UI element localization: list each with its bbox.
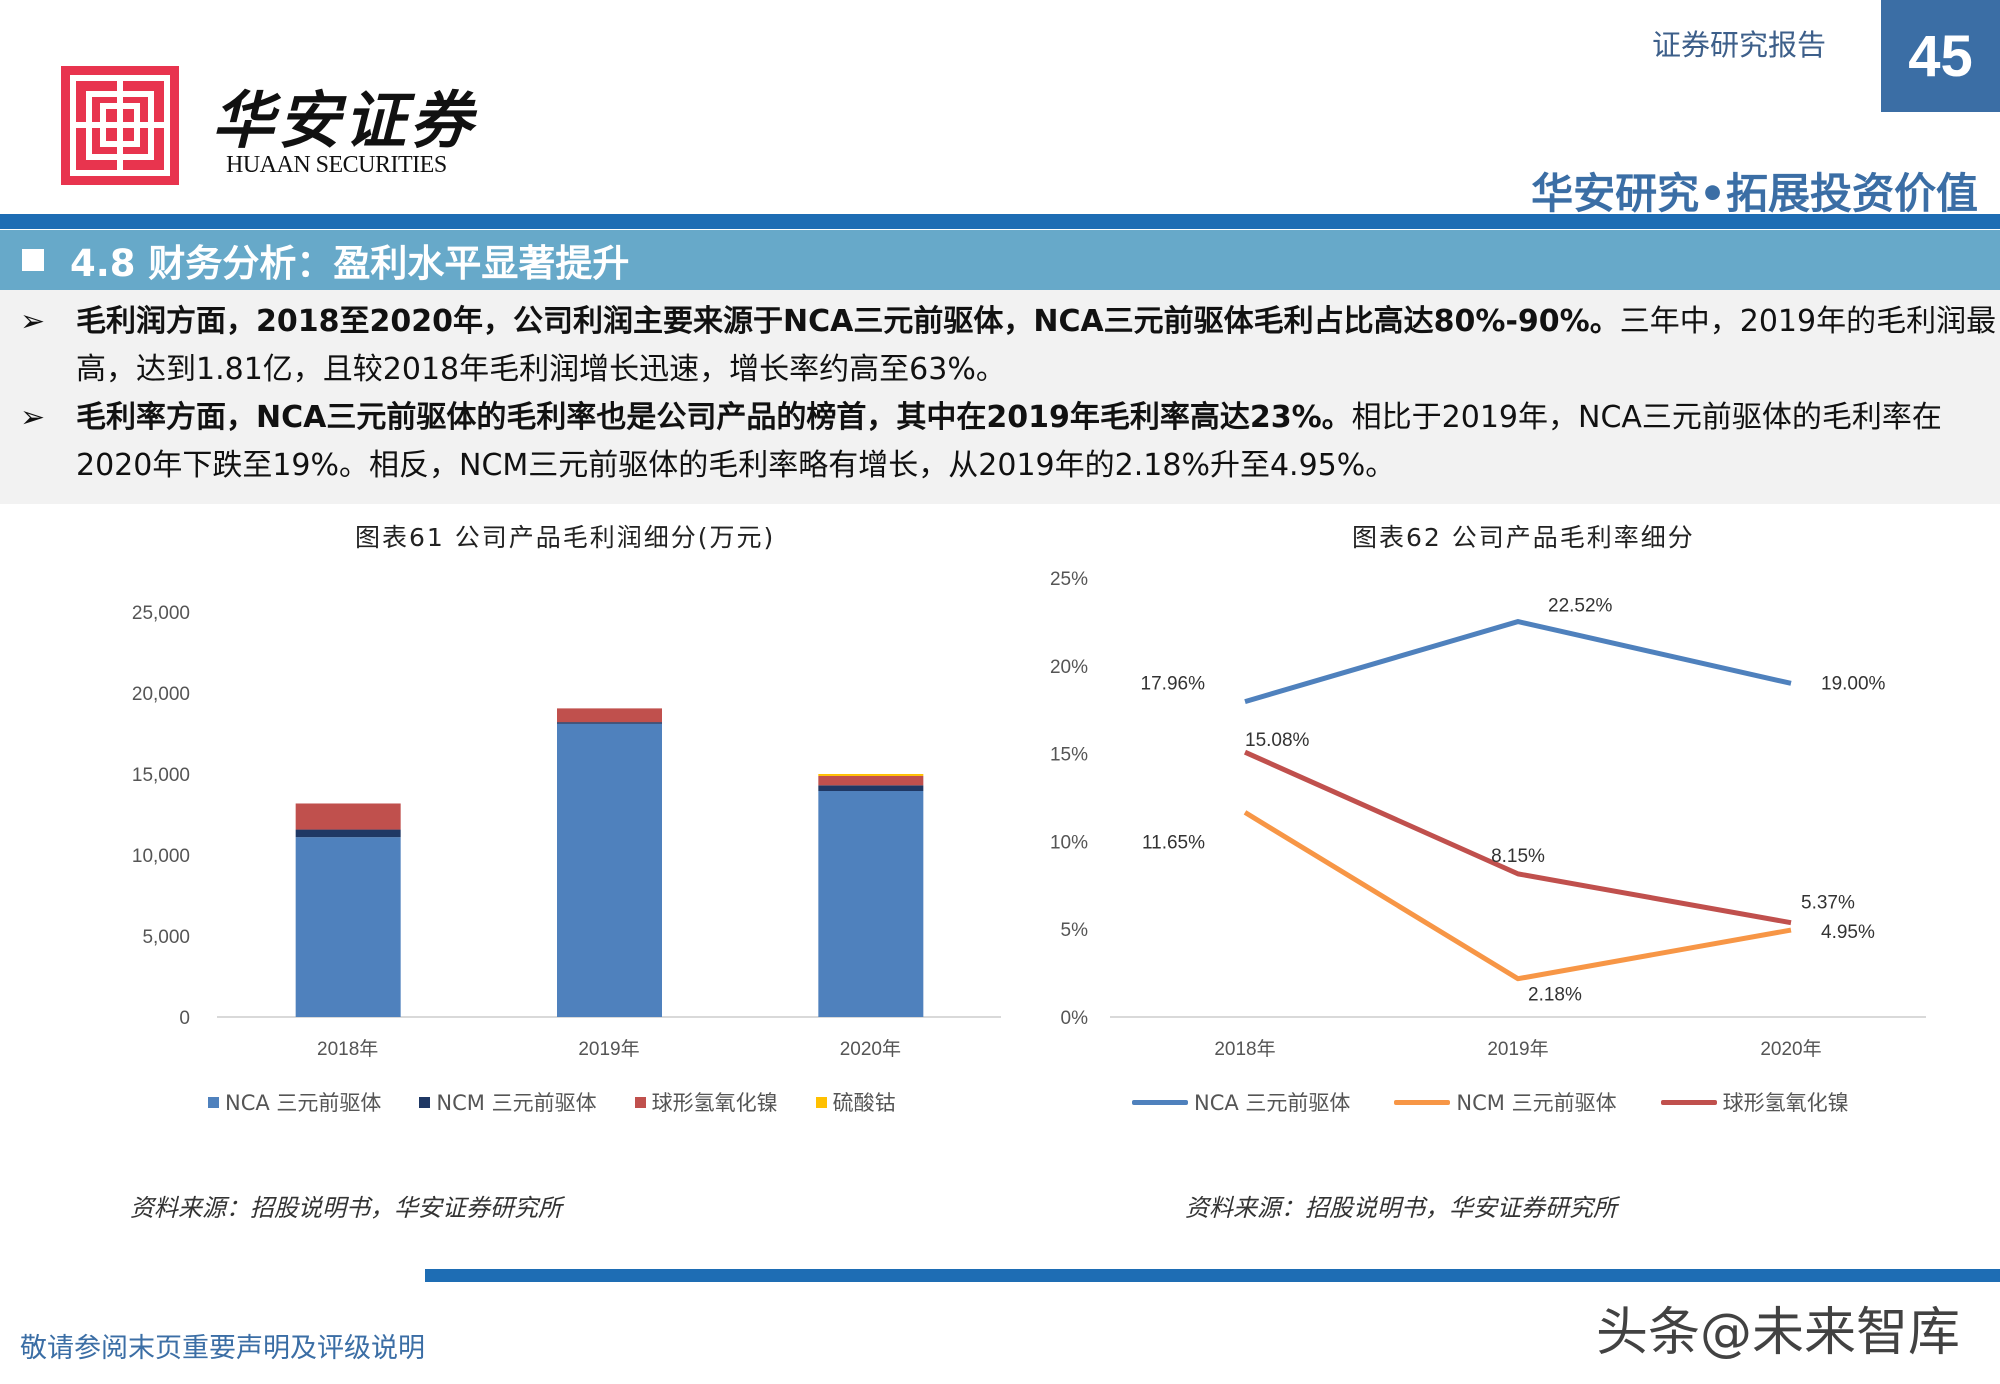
bullet-item: ➢ 毛利率方面，NCA三元前驱体的毛利率也是公司产品的榜首，其中在2019年毛利率… <box>20 394 2000 490</box>
data-label: 5.37% <box>1801 893 1855 914</box>
chart-source: 资料来源：招股说明书，华安证券研究所 <box>130 1194 562 1222</box>
data-label: 8.15% <box>1491 846 1545 867</box>
page-number: 45 <box>1881 0 2000 112</box>
bar-segment <box>818 785 924 792</box>
y-tick-label: 15% <box>1050 745 1088 766</box>
legend-swatch <box>419 1096 431 1108</box>
bar-segment <box>295 803 401 830</box>
bar-segment <box>295 837 401 1017</box>
x-tick-label: 2020年 <box>840 1038 901 1060</box>
data-label: 4.95% <box>1821 922 1875 943</box>
series-line <box>1243 810 1792 982</box>
company-logo <box>61 66 179 185</box>
brand-name-en: HUAAN SECURITIES <box>226 152 447 178</box>
bullet-bold-text: 毛利润方面，2018至2020年，公司利润主要来源于NCA三元前驱体，NCA三元… <box>76 304 1620 339</box>
chart-source: 资料来源：招股说明书，华安证券研究所 <box>1185 1194 1617 1222</box>
line-chart-legend: NCA 三元前驱体 NCM 三元前驱体 球形氢氧化镍 <box>1132 1087 1849 1117</box>
y-tick-label: 10,000 <box>132 846 190 867</box>
y-tick-label: 25% <box>1050 569 1088 590</box>
report-type: 证券研究报告 <box>1652 28 1827 62</box>
slogan: 华安研究•拓展投资价值 <box>1531 169 1978 218</box>
bar-segment <box>557 722 662 724</box>
y-tick-label: 25,000 <box>132 603 190 624</box>
x-tick-label: 2018年 <box>1214 1038 1275 1060</box>
legend-swatch <box>815 1096 827 1108</box>
legend-item: NCM 三元前驱体 <box>419 1087 597 1117</box>
legend-line <box>1132 1099 1188 1105</box>
arrow-bullet-icon: ➢ <box>20 304 46 339</box>
legend-swatch <box>208 1096 219 1108</box>
legend-item: 硫酸钴 <box>815 1087 896 1117</box>
x-tick-label: 2019年 <box>1487 1038 1548 1060</box>
bullet-text: 毛利润方面，2018至2020年，公司利润主要来源于NCA三元前驱体，NCA三元… <box>76 298 2000 394</box>
bar-segment <box>295 829 401 838</box>
section-header: 4.8 财务分析：盈利水平显著提升 <box>0 230 2000 290</box>
legend-label: 球形氢氧化镍 <box>1722 1091 1849 1115</box>
y-tick-label: 20% <box>1050 657 1088 678</box>
header-divider <box>0 214 2000 229</box>
bar-segment <box>557 708 662 723</box>
disclaimer-link[interactable]: 敬请参阅末页重要声明及评级说明 <box>20 1333 425 1364</box>
bar-chart: 0 5,000 10,000 15,000 20,000 25,000 2018年 2019年… <box>132 603 1001 1060</box>
legend-label: 球形氢氧化镍 <box>651 1091 778 1115</box>
legend-label: NCM 三元前驱体 <box>436 1091 597 1115</box>
y-tick-label: 15,000 <box>132 765 190 786</box>
x-tick-label: 2018年 <box>317 1038 378 1060</box>
legend-line <box>1660 1099 1717 1105</box>
arrow-bullet-icon: ➢ <box>20 400 46 435</box>
data-label: 15.08% <box>1245 730 1310 751</box>
y-tick-label: 20,000 <box>132 684 190 705</box>
data-label: 19.00% <box>1821 673 1886 694</box>
y-tick-label: 0 <box>179 1008 190 1029</box>
legend-label: 硫酸钴 <box>832 1091 896 1115</box>
legend-item: NCM 三元前驱体 <box>1394 1087 1617 1117</box>
bar-segment <box>818 791 924 1017</box>
x-tick-label: 2019年 <box>578 1038 639 1060</box>
data-label: 17.96% <box>1141 674 1206 695</box>
y-tick-label: 10% <box>1050 832 1088 853</box>
bullet-bold-text: 毛利率方面，NCA三元前驱体的毛利率也是公司产品的榜首，其中在2019年毛利率高… <box>76 400 1352 435</box>
bullet-list: ➢ 毛利润方面，2018至2020年，公司利润主要来源于NCA三元前驱体，NCA三… <box>0 290 2000 504</box>
bullet-item: ➢ 毛利润方面，2018至2020年，公司利润主要来源于NCA三元前驱体，NCA三… <box>20 298 2000 394</box>
legend-label: NCM 三元前驱体 <box>1456 1091 1617 1115</box>
series-line <box>1244 619 1792 705</box>
chart-title: 图表61 公司产品毛利润细分(万元) <box>355 523 776 552</box>
y-tick-label: 5,000 <box>142 927 190 948</box>
bullet-normal-text: 相比于2019年，NCA三元前驱体的毛利率在2020年下跌至19%。相反，NCM… <box>76 400 1942 483</box>
bullet-normal-text: 三年中，2019年的毛利润最高，达到1.81亿，且较2018年毛利润增长迅速，增… <box>76 304 1997 387</box>
legend-item: 球形氢氧化镍 <box>1660 1087 1849 1117</box>
y-tick-label: 0% <box>1061 1008 1089 1029</box>
legend-item: NCA 三元前驱体 <box>1132 1087 1350 1117</box>
data-label: 22.52% <box>1548 596 1613 617</box>
bar-segment <box>818 774 924 776</box>
legend-label: NCA 三元前驱体 <box>1194 1091 1351 1115</box>
bar-segment <box>557 723 662 1017</box>
watermark: 头条@未来智库 <box>1595 1303 1960 1363</box>
bar-segment <box>818 775 924 786</box>
legend-item: NCA 三元前驱体 <box>208 1087 381 1117</box>
x-tick-label: 2020年 <box>1760 1038 1821 1060</box>
bar-chart-legend: NCA 三元前驱体 NCM 三元前驱体 球形氢氧化镍 硫酸钴 <box>208 1087 896 1117</box>
y-tick-label: 5% <box>1061 920 1089 941</box>
legend-line <box>1394 1099 1451 1105</box>
data-label: 2.18% <box>1528 985 1582 1006</box>
data-label: 11.65% <box>1142 832 1205 853</box>
brand-name-cn: 华安证券 <box>212 84 477 157</box>
square-bullet-icon <box>22 249 44 271</box>
line-chart: 0% 5% 10% 15% 20% 25% 2018年 2019年 2020年 17.96% 22.… <box>1050 569 1926 1060</box>
bullet-text: 毛利率方面，NCA三元前驱体的毛利率也是公司产品的榜首，其中在2019年毛利率高… <box>76 394 2000 490</box>
legend-swatch <box>634 1096 646 1108</box>
legend-item: 球形氢氧化镍 <box>634 1087 778 1117</box>
legend-label: NCA 三元前驱体 <box>225 1091 382 1115</box>
footer-divider <box>425 1269 2000 1282</box>
chart-title: 图表62 公司产品毛利率细分 <box>1352 523 1695 552</box>
section-title: 4.8 财务分析：盈利水平显著提升 <box>70 242 630 285</box>
series-line <box>1243 749 1792 926</box>
